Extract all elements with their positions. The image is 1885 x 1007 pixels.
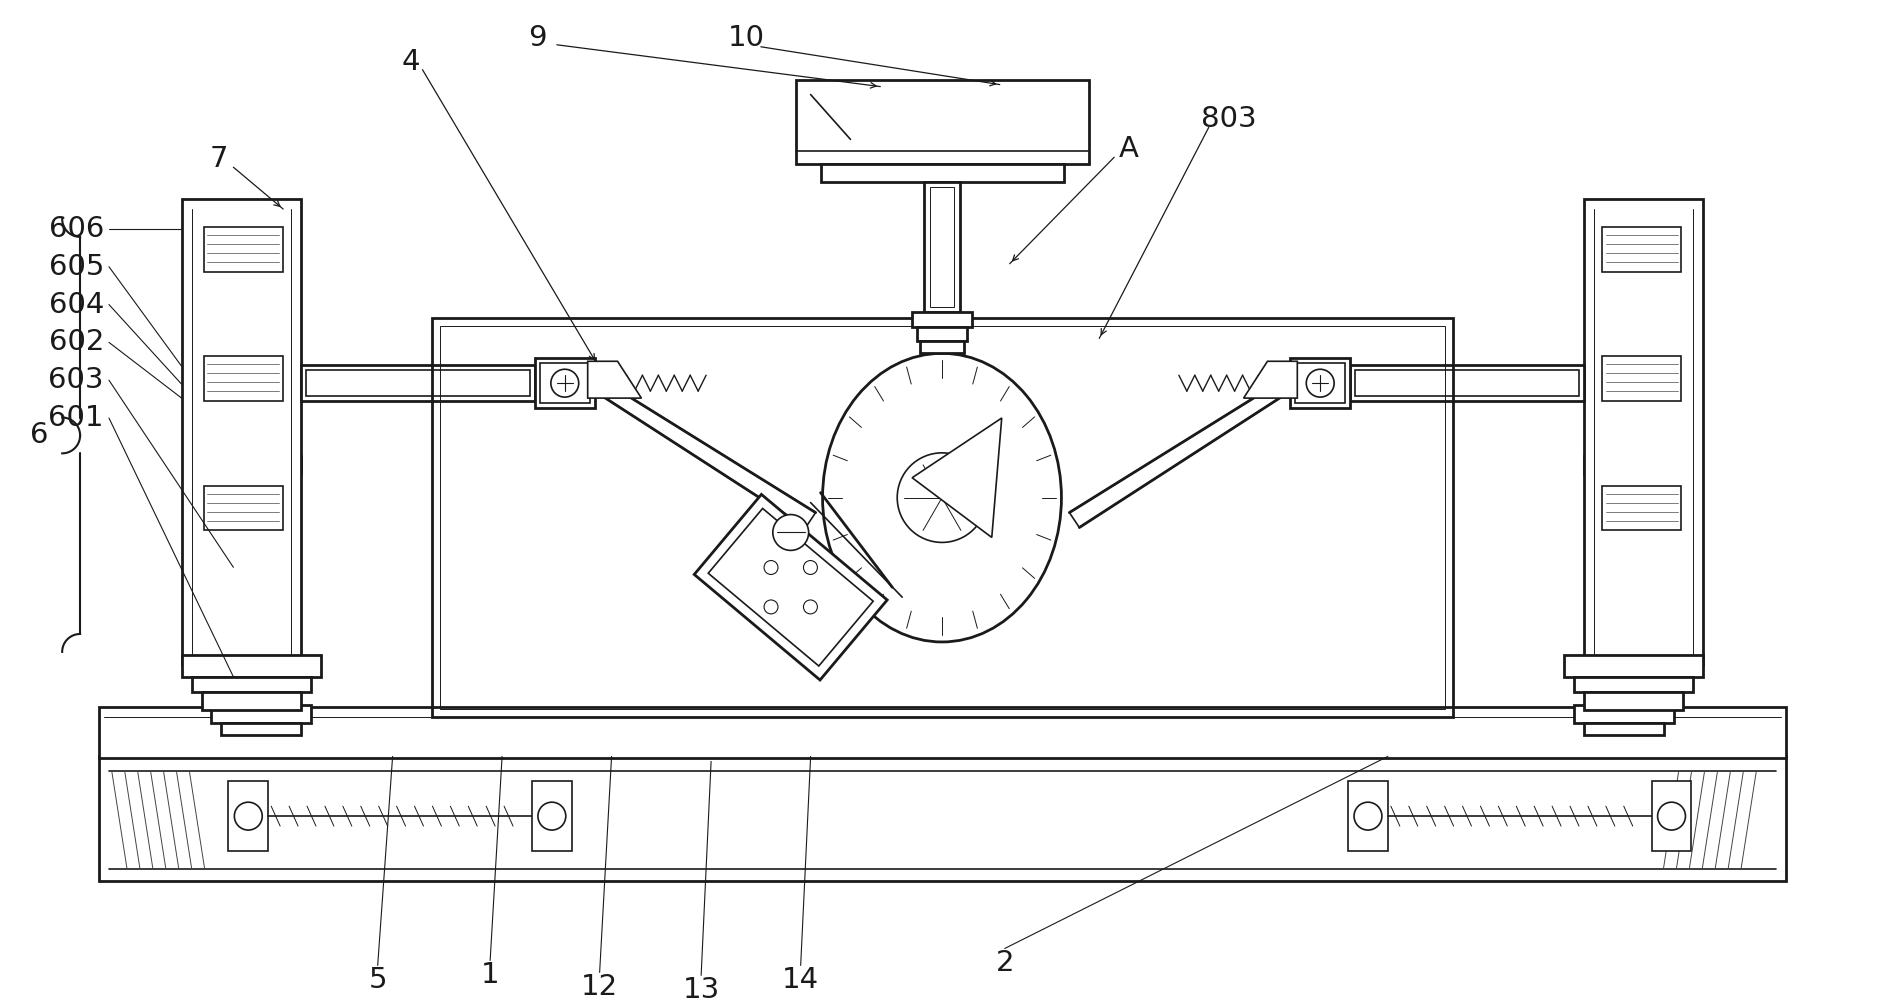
Text: 4: 4 [402, 47, 420, 76]
Bar [539, 364, 590, 403]
Bar [1583, 456, 1664, 473]
Bar [302, 366, 535, 401]
Text: 606: 606 [49, 214, 104, 243]
Text: 13: 13 [682, 977, 720, 1004]
Circle shape [537, 803, 565, 830]
Circle shape [897, 453, 986, 543]
Bar [228, 781, 268, 851]
Bar [432, 318, 1453, 717]
Polygon shape [1244, 362, 1297, 398]
Text: 10: 10 [728, 24, 765, 51]
Bar [232, 468, 290, 715]
Bar [1583, 199, 1704, 665]
Bar [221, 456, 302, 473]
Text: 1: 1 [481, 962, 500, 989]
Circle shape [763, 600, 779, 614]
Text: 603: 603 [49, 367, 104, 394]
Bar [1651, 781, 1691, 851]
Bar [1565, 655, 1704, 677]
Bar [1602, 356, 1681, 401]
Text: 7: 7 [209, 145, 228, 173]
Bar [192, 677, 311, 692]
Bar [1574, 705, 1674, 723]
Text: A: A [1120, 135, 1139, 163]
Bar [100, 707, 1785, 758]
Ellipse shape [822, 353, 1061, 641]
Text: 14: 14 [782, 967, 820, 994]
Polygon shape [594, 376, 816, 528]
Bar [918, 327, 967, 341]
Circle shape [1353, 803, 1382, 830]
Bar [221, 723, 302, 734]
Bar [202, 692, 302, 710]
Bar [1595, 468, 1653, 715]
Circle shape [1306, 370, 1335, 397]
Bar [181, 655, 320, 677]
Circle shape [773, 515, 809, 551]
Bar [100, 756, 1785, 881]
Bar [1600, 475, 1647, 707]
Polygon shape [1069, 376, 1291, 528]
Circle shape [550, 370, 579, 397]
Bar [924, 182, 959, 311]
Circle shape [234, 803, 262, 830]
Bar [820, 164, 1065, 182]
Text: 601: 601 [49, 404, 104, 432]
Bar [204, 356, 283, 401]
Text: 9: 9 [528, 24, 547, 51]
Bar [795, 80, 1090, 164]
Bar [920, 341, 963, 353]
Text: 6: 6 [30, 422, 49, 449]
Bar [694, 494, 888, 680]
Polygon shape [912, 418, 1001, 538]
Text: 605: 605 [49, 253, 104, 281]
Bar [1583, 692, 1683, 710]
Circle shape [1657, 803, 1685, 830]
Bar [1291, 358, 1350, 408]
Text: 5: 5 [368, 967, 386, 994]
Bar [912, 311, 973, 327]
Polygon shape [588, 362, 641, 398]
Bar [532, 781, 571, 851]
Bar [1355, 371, 1580, 396]
Bar [1295, 364, 1346, 403]
Text: 803: 803 [1201, 106, 1257, 134]
Bar [1350, 366, 1583, 401]
Circle shape [941, 456, 984, 499]
Bar [1583, 723, 1664, 734]
Bar [305, 371, 530, 396]
Bar [1348, 781, 1387, 851]
Bar [181, 199, 302, 665]
Bar [1602, 485, 1681, 531]
Bar [1574, 677, 1693, 692]
Bar [709, 509, 873, 666]
Bar [1602, 227, 1681, 272]
Circle shape [763, 561, 779, 574]
Bar [535, 358, 594, 408]
Bar [211, 705, 311, 723]
Text: 602: 602 [49, 328, 104, 356]
Bar [238, 475, 285, 707]
Circle shape [803, 600, 818, 614]
Bar [204, 227, 283, 272]
Text: 12: 12 [581, 974, 618, 1001]
Bar [441, 326, 1444, 709]
Text: 2: 2 [995, 950, 1014, 978]
Circle shape [803, 561, 818, 574]
Text: 604: 604 [49, 291, 104, 318]
Bar [929, 187, 954, 306]
Bar [204, 485, 283, 531]
